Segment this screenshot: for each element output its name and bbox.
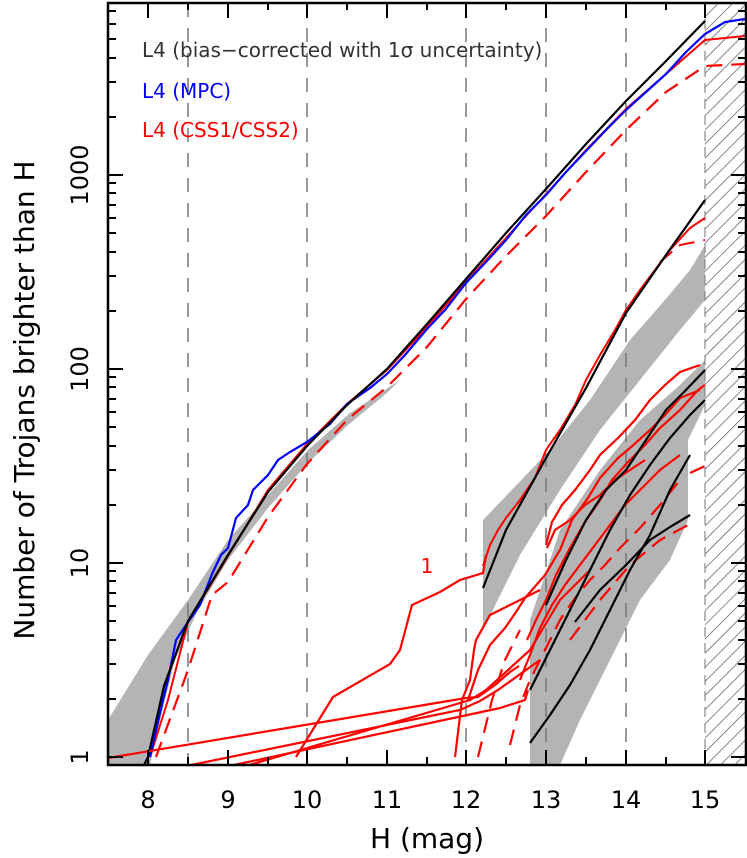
- x-tick-label: 15: [690, 786, 721, 814]
- series-mpc: [148, 17, 746, 758]
- y-tick-label: 10: [66, 548, 94, 579]
- y-axis-title: Number of Trojans brighter than H: [8, 160, 41, 639]
- x-axis-title: H (mag): [370, 822, 484, 855]
- series-family-bias-small: [529, 369, 706, 744]
- vertical-dashed-lines: [187, 3, 627, 765]
- x-tick-label: 12: [451, 786, 482, 814]
- legend-item-mpc: L4 (MPC): [142, 79, 231, 103]
- legend-item-bias-corrected: L4 (bias−corrected with 1σ uncertainty): [142, 38, 542, 62]
- x-tick-labels: 8 9 10 11 12 13 14 15: [140, 786, 720, 814]
- x-axis-ticks: [147, 3, 706, 765]
- series-small-families: [108, 363, 706, 765]
- series-css-solid: [149, 35, 746, 758]
- series-small-families-dashed: [476, 465, 706, 758]
- uncertainty-bands: [108, 245, 705, 765]
- y-axis-ticks: [108, 10, 746, 758]
- x-tick-label: 14: [611, 786, 642, 814]
- x-tick-label: 8: [140, 786, 155, 814]
- x-tick-label: 11: [372, 786, 403, 814]
- x-tick-label: 10: [292, 786, 323, 814]
- family-annotation: 1: [421, 554, 434, 578]
- legend: L4 (bias−corrected with 1σ uncertainty) …: [142, 38, 542, 142]
- legend-item-css: L4 (CSS1/CSS2): [142, 118, 299, 142]
- y-tick-label: 100: [66, 346, 94, 392]
- series-bias-corrected: [143, 20, 706, 765]
- x-tick-label: 9: [220, 786, 235, 814]
- series-family-bias: [481, 199, 706, 589]
- series-css-dashed: [154, 62, 746, 758]
- y-tick-label: 1: [66, 749, 94, 764]
- plot-area: [108, 3, 746, 765]
- series-family-css-dashed: [659, 239, 706, 263]
- x-tick-label: 13: [531, 786, 562, 814]
- hatched-region: [705, 3, 746, 765]
- y-tick-labels: 1 10 100 1000: [66, 144, 94, 764]
- y-tick-label: 1000: [66, 144, 94, 205]
